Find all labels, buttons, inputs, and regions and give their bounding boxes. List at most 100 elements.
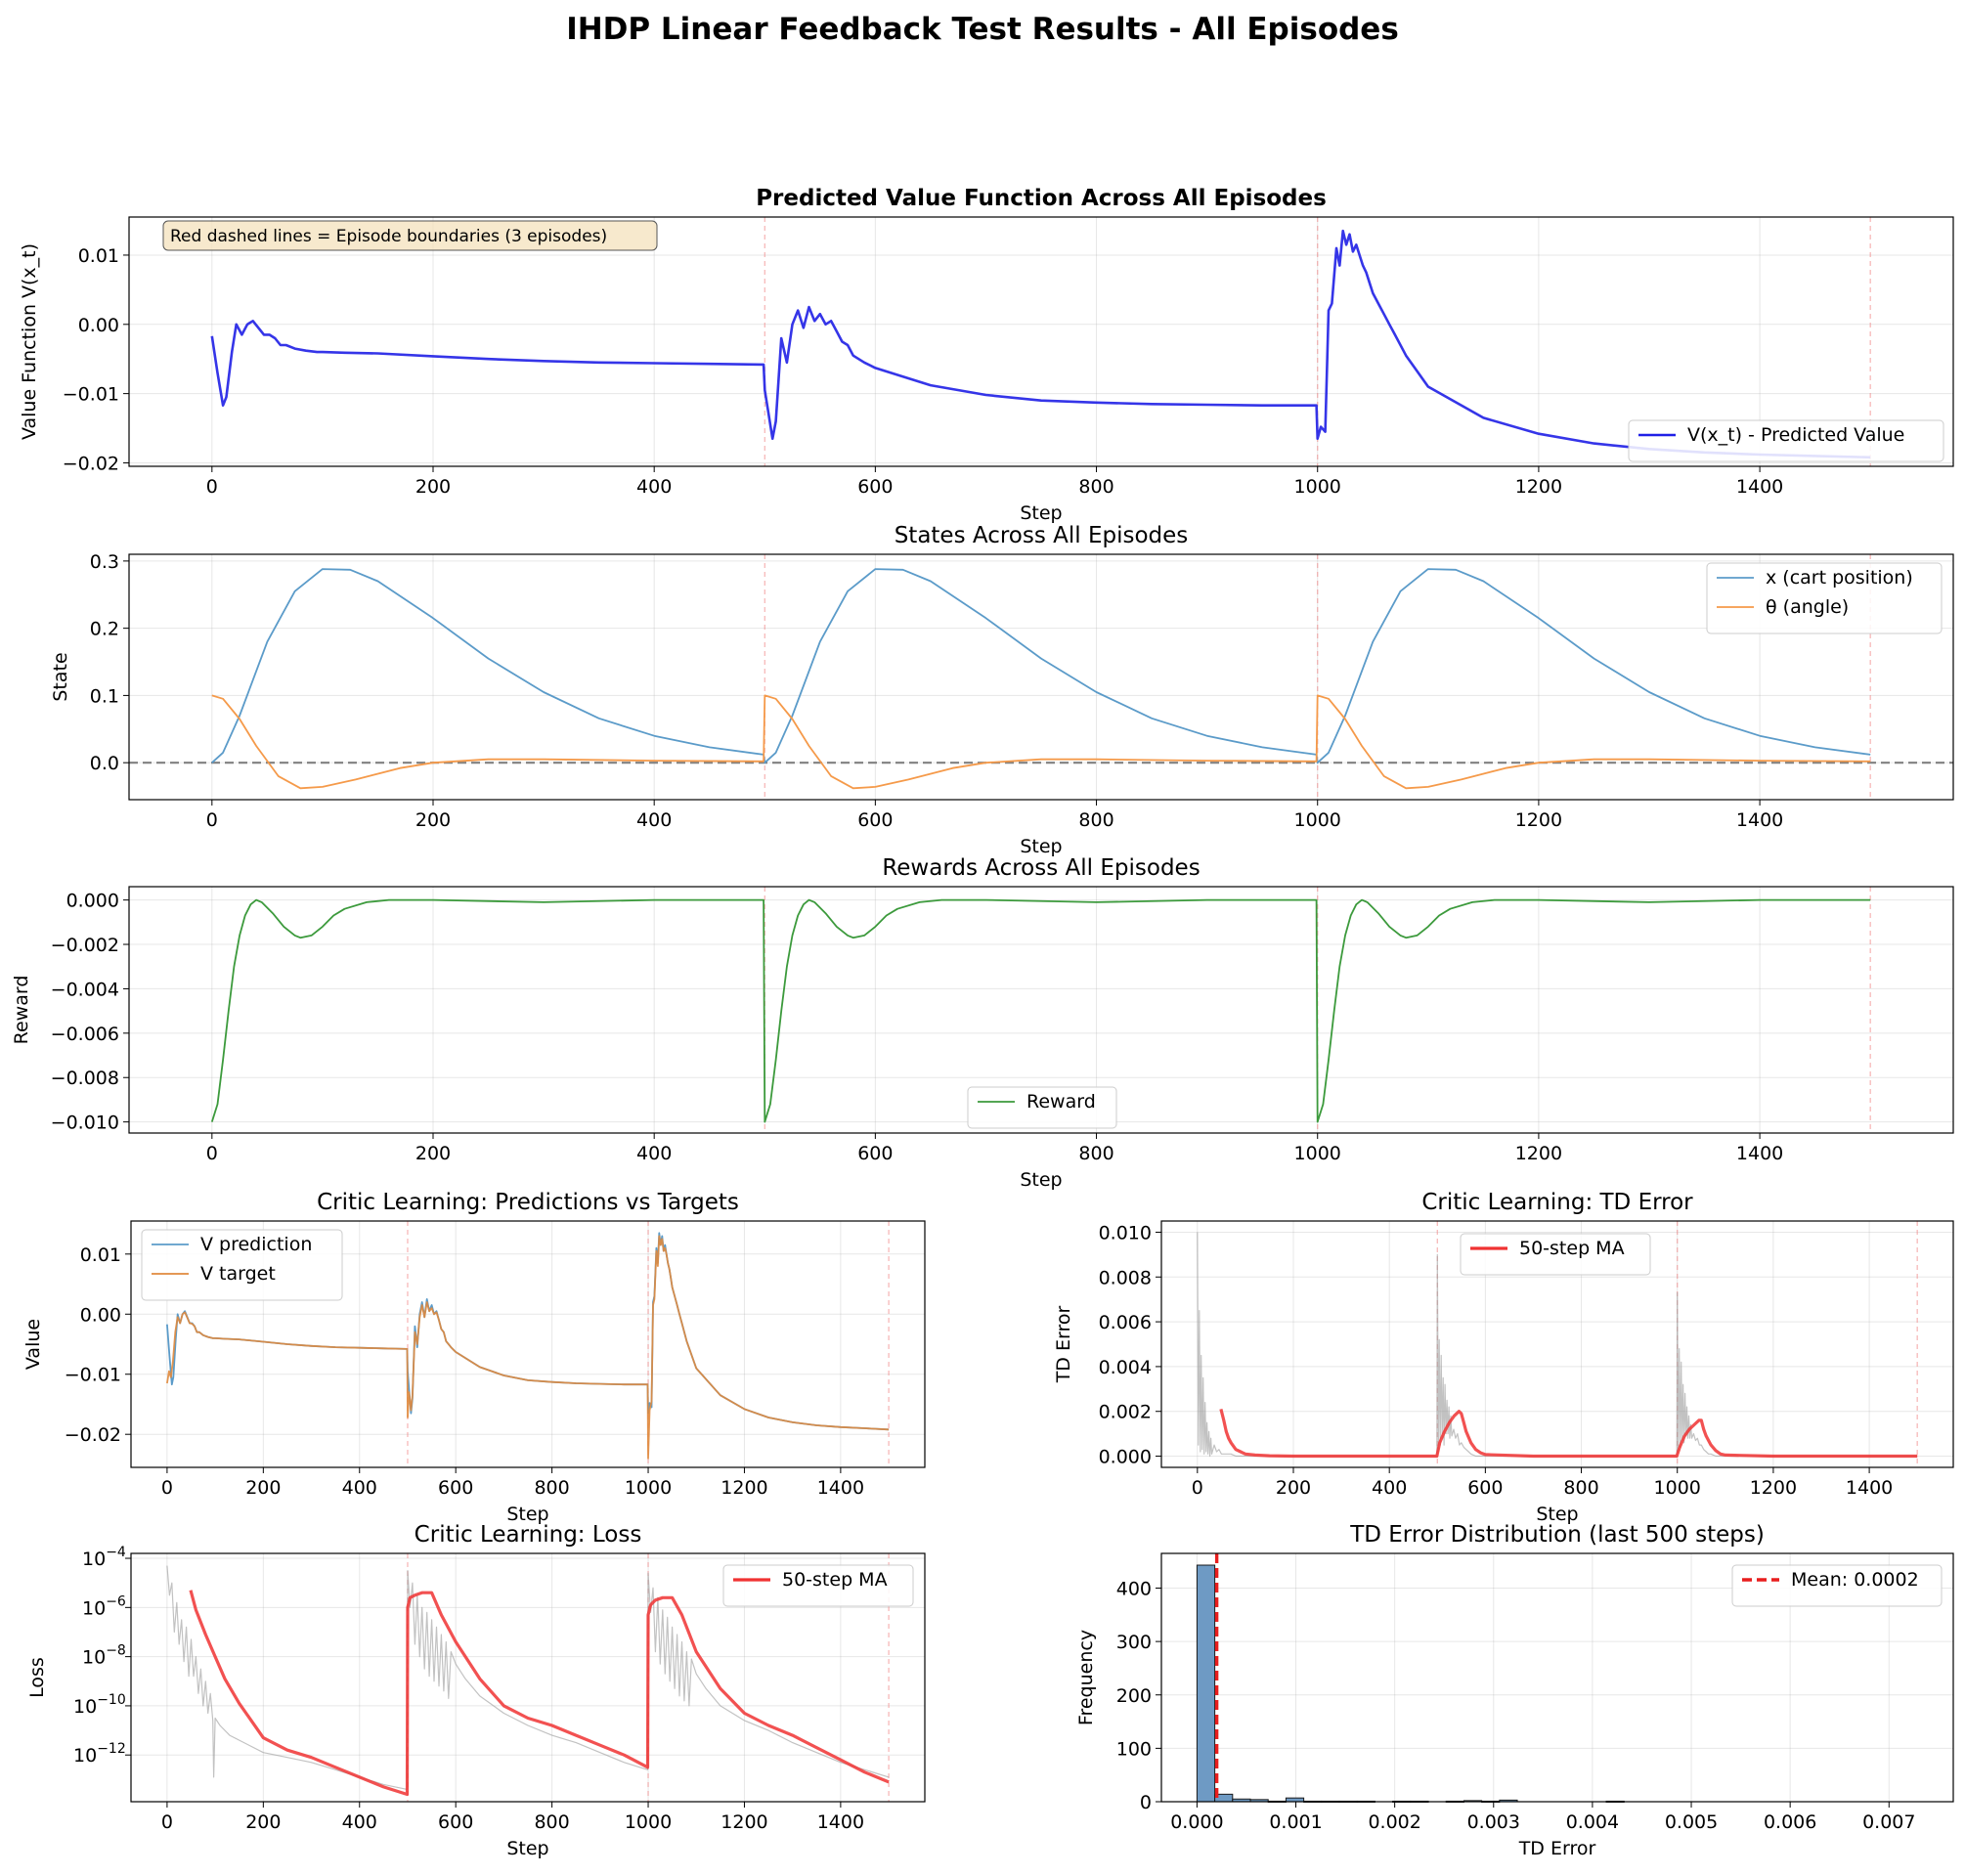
y-axis-label: State	[50, 652, 71, 701]
x-tick-label: 200	[415, 1143, 451, 1164]
legend-box	[1460, 1233, 1651, 1276]
legend-label: Mean: 0.0002	[1791, 1569, 1919, 1591]
angle-line	[211, 694, 1871, 790]
x-axis-label: Step	[506, 1838, 548, 1859]
panel-title: Critic Learning: Predictions vs Targets	[317, 1190, 739, 1215]
x-tick-label: 1200	[1515, 809, 1562, 831]
rewards-panel: 0 200 400 600 800 1000 1200 1400 0.000 −0.002 −0.0…	[11, 855, 1954, 1191]
x-tick-label: 200	[245, 1477, 281, 1499]
y-tick-label: −0.01	[65, 1365, 121, 1386]
y-axis-label: Frequency	[1075, 1630, 1097, 1725]
x-tick-label: 0	[206, 1143, 218, 1164]
x-tick-label: 0	[206, 476, 218, 498]
y-tick-base: 10	[73, 1696, 97, 1718]
x-tick-label: 1000	[1294, 809, 1341, 831]
td-error-panel: 0 200 400 600 800 1000 1200 1400 0.000 0.002 0.004…	[1053, 1190, 1954, 1525]
y-tick-label: 0.006	[1099, 1312, 1152, 1333]
cart-position-line	[211, 568, 1871, 764]
x-tick-label: 0.000	[1170, 1811, 1223, 1833]
y-tick-label: 0.1	[90, 685, 119, 707]
x-tick-label: 0	[161, 1477, 173, 1499]
x-tick-label: 0.001	[1269, 1811, 1322, 1833]
plot-frame	[1160, 1220, 1954, 1468]
x-tick-label: 600	[438, 1811, 473, 1833]
panel-title: Rewards Across All Episodes	[882, 855, 1200, 881]
y-tick-label: 100	[1116, 1738, 1152, 1760]
y-tick-exponent: −10	[97, 1692, 126, 1708]
legend-box	[967, 1086, 1117, 1129]
x-axis-label: TD Error	[1518, 1838, 1596, 1859]
x-tick-label: 800	[1563, 1477, 1598, 1499]
y-tick-label: 0.002	[1099, 1402, 1152, 1423]
y-tick-exponent: −6	[106, 1593, 126, 1609]
x-tick-label: 1200	[1750, 1477, 1797, 1499]
x-tick-label: 200	[1276, 1477, 1311, 1499]
y-tick-label: 10−12	[73, 1741, 126, 1767]
y-axis-label: TD Error	[1053, 1306, 1074, 1384]
loss-moving-average-line	[189, 1590, 890, 1797]
y-tick-label: −0.010	[51, 1113, 119, 1134]
x-tick-label: 1400	[817, 1477, 864, 1499]
episode-boundary-note: Red dashed lines = Episode boundaries (3…	[170, 227, 607, 246]
legend-box	[1731, 1564, 1943, 1607]
y-tick-base: 10	[82, 1549, 106, 1570]
panel-title: TD Error Distribution (last 500 steps)	[1349, 1522, 1765, 1548]
panel-title: States Across All Episodes	[895, 523, 1189, 548]
x-axis-label: Step	[506, 1504, 548, 1525]
y-tick-label: 0.00	[78, 315, 119, 336]
x-tick-label: 0.004	[1566, 1811, 1619, 1833]
x-tick-label: 0.003	[1467, 1811, 1520, 1833]
figure-suptitle: IHDP Linear Feedback Test Results - All …	[566, 12, 1399, 47]
y-tick-label: 200	[1116, 1685, 1152, 1707]
y-axis-label: Value Function V(x_t)	[19, 243, 40, 440]
td-error-moving-average-line	[1219, 1409, 1918, 1459]
x-tick-label: 400	[342, 1477, 377, 1499]
y-axis-label: Value	[22, 1319, 44, 1370]
x-tick-label: 1000	[625, 1477, 672, 1499]
legend-label: θ (angle)	[1766, 596, 1849, 618]
y-tick-label: 0.0	[90, 753, 119, 774]
legend-box	[722, 1564, 914, 1607]
x-tick-label: 1000	[1294, 476, 1341, 498]
x-tick-label: 1000	[1654, 1477, 1701, 1499]
y-tick-label: 0.00	[80, 1304, 121, 1326]
y-tick-label: −0.02	[65, 1424, 121, 1446]
x-tick-label: 600	[438, 1477, 473, 1499]
x-tick-label: 400	[1372, 1477, 1407, 1499]
legend-label: V(x_t) - Predicted Value	[1687, 424, 1904, 446]
y-tick-exponent: −8	[106, 1643, 126, 1659]
v-target-line	[166, 1235, 890, 1460]
legend-box	[1628, 419, 1944, 462]
value-function-panel: 0 200 400 600 800 1000 1200 1400 −0.02 −0.01 0.00 0…	[19, 186, 1954, 524]
value-function-line	[210, 229, 1871, 459]
panel-title: Predicted Value Function Across All Epis…	[756, 186, 1327, 211]
y-tick-label: −0.006	[51, 1024, 119, 1045]
x-tick-label: 1200	[720, 1811, 767, 1833]
legend-label: Reward	[1026, 1091, 1096, 1113]
legend-label: V target	[200, 1263, 276, 1285]
x-tick-label: 600	[857, 476, 893, 498]
legend-box	[141, 1229, 343, 1301]
y-tick-label: −0.01	[63, 384, 119, 406]
plot-frame	[130, 1552, 926, 1803]
x-tick-label: 1200	[1515, 476, 1562, 498]
x-tick-label: 1000	[625, 1811, 672, 1833]
loss-raw-line	[166, 1565, 890, 1791]
y-tick-exponent: −12	[97, 1741, 126, 1757]
x-tick-label: 1400	[1736, 476, 1783, 498]
annotation-box	[162, 220, 658, 251]
x-tick-label: 0.007	[1862, 1811, 1915, 1833]
y-tick-label: −0.02	[63, 453, 119, 474]
y-tick-label: −0.002	[51, 935, 119, 956]
x-tick-label: 800	[1078, 809, 1114, 831]
y-tick-label: 0	[1140, 1792, 1152, 1813]
td-histogram-panel: 0.000 0.001 0.002 0.003 0.004 0.005 0.006 0.007…	[1075, 1522, 1954, 1859]
y-tick-label: 0.2	[90, 619, 119, 640]
x-tick-label: 400	[636, 1143, 672, 1164]
y-tick-label: 0.01	[78, 245, 119, 267]
y-tick-label: 0.01	[80, 1244, 121, 1266]
x-tick-label: 1400	[1846, 1477, 1893, 1499]
states-panel: 0 200 400 600 800 1000 1200 1400 0.0 0.1 0.2 0.3 Sta…	[50, 523, 1954, 857]
y-tick-base: 10	[73, 1745, 97, 1767]
